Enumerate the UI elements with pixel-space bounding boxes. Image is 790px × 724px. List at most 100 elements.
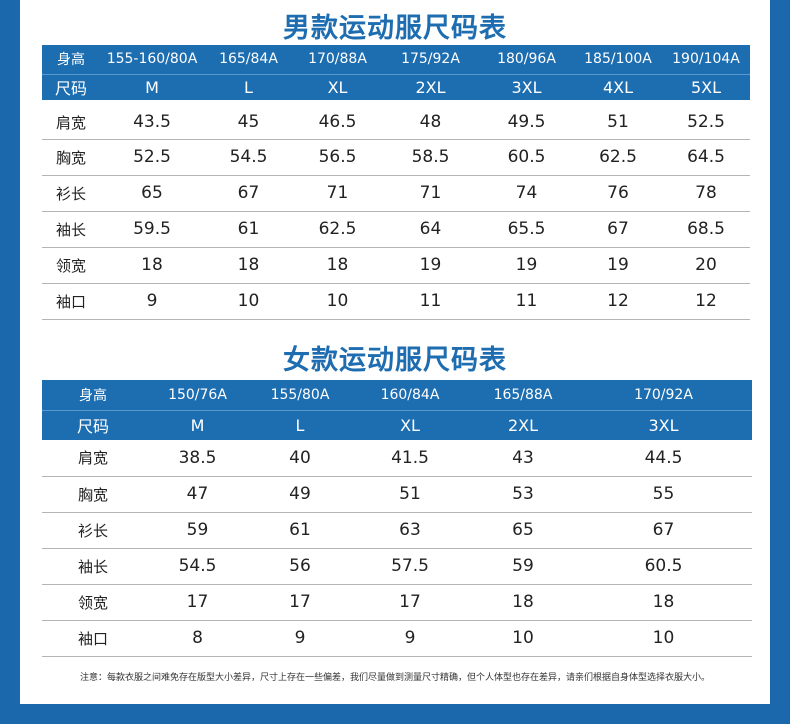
- men-value-cell: 54.5: [204, 139, 293, 176]
- men-value-cell: 19: [574, 247, 662, 284]
- men-height-cell: 190/104A: [662, 45, 750, 74]
- men-size-label: 尺码: [42, 73, 100, 103]
- women-value-cell: 44.5: [575, 440, 752, 477]
- men-value-cell: 64.5: [662, 139, 750, 176]
- women-height-cell: 160/84A: [349, 380, 471, 410]
- women-value-cell: 9: [251, 620, 349, 657]
- women-value-cell: 67: [575, 512, 752, 549]
- women-value-cell: 17: [251, 584, 349, 621]
- men-height-cell: 165/84A: [204, 45, 293, 74]
- measurement-note: 注意：每款衣服之间难免存在版型大小差异，尺寸上存在一些偏差，我们尽量做到测量尺寸…: [79, 673, 710, 683]
- men-table-row: 肩宽 43.5 45 46.5 48 49.5 51 52.5: [42, 100, 750, 140]
- men-value-cell: 67: [204, 175, 293, 212]
- men-height-cell: 155-160/80A: [100, 45, 204, 74]
- women-value-cell: 65: [471, 512, 575, 549]
- men-height-label: 身高: [42, 45, 100, 74]
- men-value-cell: 52.5: [662, 100, 750, 140]
- men-value-cell: 52.5: [100, 139, 204, 176]
- women-value-cell: 56: [251, 548, 349, 585]
- size-chart-sheet: 男款运动服尺码表 身高 155-160/80A 165/84A 170/88A …: [20, 0, 770, 704]
- men-value-cell: 58.5: [382, 139, 479, 176]
- men-value-cell: 9: [100, 283, 204, 320]
- men-value-cell: 10: [293, 283, 382, 320]
- men-value-cell: 48: [382, 100, 479, 140]
- women-size-cell: 3XL: [575, 409, 752, 440]
- men-height-cell: 185/100A: [574, 45, 662, 74]
- women-size-cell: L: [251, 409, 349, 440]
- men-row-label: 肩宽: [42, 100, 100, 140]
- women-table-row: 肩宽 38.5 40 41.5 43 44.5: [42, 440, 752, 477]
- men-value-cell: 49.5: [479, 100, 574, 140]
- men-value-cell: 20: [662, 247, 750, 284]
- women-row-label: 胸宽: [42, 476, 144, 513]
- men-value-cell: 18: [293, 247, 382, 284]
- women-value-cell: 43: [471, 440, 575, 477]
- men-height-cell: 180/96A: [479, 45, 574, 74]
- women-row-label: 袖口: [42, 620, 144, 657]
- women-value-cell: 10: [575, 620, 752, 657]
- women-height-cell: 155/80A: [251, 380, 349, 410]
- women-value-cell: 41.5: [349, 440, 471, 477]
- men-value-cell: 11: [479, 283, 574, 320]
- men-chart-title: 男款运动服尺码表: [283, 13, 507, 44]
- men-value-cell: 67: [574, 211, 662, 248]
- women-chart-title: 女款运动服尺码表: [283, 345, 507, 376]
- women-value-cell: 17: [349, 584, 471, 621]
- men-value-cell: 62.5: [574, 139, 662, 176]
- women-value-cell: 54.5: [144, 548, 251, 585]
- men-value-cell: 10: [204, 283, 293, 320]
- men-height-cell: 175/92A: [382, 45, 479, 74]
- men-value-cell: 19: [479, 247, 574, 284]
- women-height-cell: 150/76A: [144, 380, 251, 410]
- men-table-row: 领宽 18 18 18 19 19 19 20: [42, 247, 750, 284]
- women-value-cell: 18: [471, 584, 575, 621]
- men-row-label: 袖长: [42, 211, 100, 248]
- men-value-cell: 12: [662, 283, 750, 320]
- women-value-cell: 8: [144, 620, 251, 657]
- men-value-cell: 65.5: [479, 211, 574, 248]
- men-value-cell: 59.5: [100, 211, 204, 248]
- men-value-cell: 64: [382, 211, 479, 248]
- men-value-cell: 56.5: [293, 139, 382, 176]
- men-value-cell: 60.5: [479, 139, 574, 176]
- men-size-cell: 3XL: [479, 73, 574, 103]
- women-table-row: 领宽 17 17 17 18 18: [42, 584, 752, 621]
- men-size-row: 尺码 M L XL 2XL 3XL 4XL 5XL: [42, 73, 750, 103]
- women-table-row: 衫长 59 61 63 65 67: [42, 512, 752, 549]
- women-table-row: 袖长 54.5 56 57.5 59 60.5: [42, 548, 752, 585]
- men-size-cell: 5XL: [662, 73, 750, 103]
- men-row-label: 领宽: [42, 247, 100, 284]
- women-row-label: 肩宽: [42, 440, 144, 477]
- women-size-cell: XL: [349, 409, 471, 440]
- women-height-cell: 165/88A: [471, 380, 575, 410]
- men-size-cell: 2XL: [382, 73, 479, 103]
- men-height-cell: 170/88A: [293, 45, 382, 74]
- men-value-cell: 51: [574, 100, 662, 140]
- men-row-label: 袖口: [42, 283, 100, 320]
- women-value-cell: 40: [251, 440, 349, 477]
- men-value-cell: 43.5: [100, 100, 204, 140]
- women-value-cell: 53: [471, 476, 575, 513]
- men-value-cell: 74: [479, 175, 574, 212]
- women-value-cell: 59: [144, 512, 251, 549]
- women-value-cell: 49: [251, 476, 349, 513]
- men-size-cell: M: [100, 73, 204, 103]
- men-size-table: 身高 155-160/80A 165/84A 170/88A 175/92A 1…: [42, 45, 750, 320]
- women-value-cell: 17: [144, 584, 251, 621]
- men-size-cell: XL: [293, 73, 382, 103]
- women-table-row: 胸宽 47 49 51 53 55: [42, 476, 752, 513]
- women-size-cell: 2XL: [471, 409, 575, 440]
- women-value-cell: 18: [575, 584, 752, 621]
- men-size-cell: 4XL: [574, 73, 662, 103]
- men-row-label: 胸宽: [42, 139, 100, 176]
- men-table-row: 衫长 65 67 71 71 74 76 78: [42, 175, 750, 212]
- men-value-cell: 71: [293, 175, 382, 212]
- men-value-cell: 12: [574, 283, 662, 320]
- men-value-cell: 71: [382, 175, 479, 212]
- men-table-row: 袖口 9 10 10 11 11 12 12: [42, 283, 750, 320]
- men-value-cell: 65: [100, 175, 204, 212]
- women-value-cell: 57.5: [349, 548, 471, 585]
- women-size-row: 尺码 M L XL 2XL 3XL: [42, 409, 752, 440]
- men-value-cell: 19: [382, 247, 479, 284]
- men-value-cell: 18: [100, 247, 204, 284]
